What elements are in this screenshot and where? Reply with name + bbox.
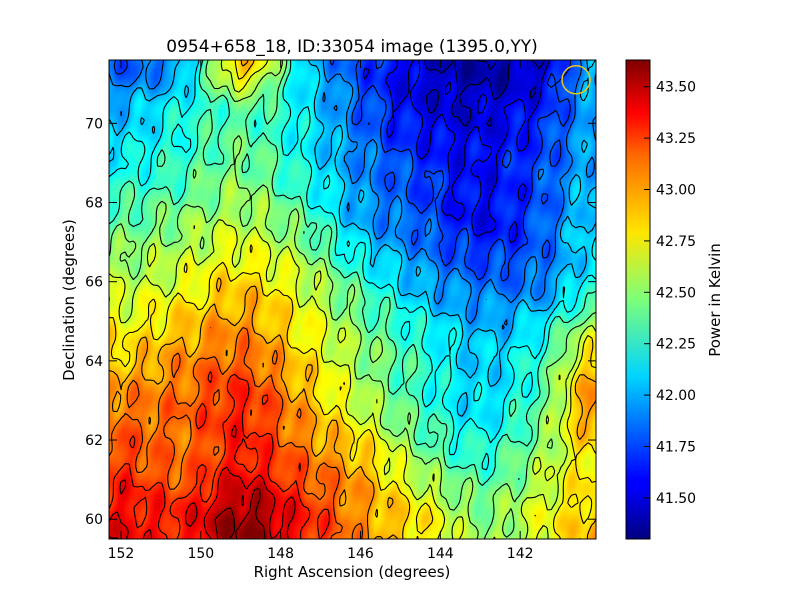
colorbar-tick-label: 41.75 [656, 439, 696, 455]
colorbar-tick-label: 43.00 [656, 183, 696, 199]
y-axis-label: Declination (degrees) [60, 219, 78, 381]
contour-level [109, 60, 596, 539]
colorbar-tick-label: 43.25 [656, 131, 696, 147]
contour-level [109, 60, 596, 486]
colorbar-gradient [625, 59, 651, 540]
y-axis-ticks: 60 62 64 66 68 70 [85, 116, 596, 528]
colorbar-ticks: 41.50 41.75 42.00 42.25 42.50 42.75 43.00 43.25… [644, 80, 696, 507]
x-tick-label: 142 [507, 546, 534, 562]
contour-level [109, 60, 596, 417]
x-tick-label: 150 [187, 546, 214, 562]
x-tick-label: 152 [108, 546, 135, 562]
colorbar-tick-label: 41.50 [656, 491, 696, 507]
x-tick-label: 144 [427, 546, 454, 562]
contour-level [109, 371, 330, 539]
colorbar-tick-label: 42.00 [656, 388, 696, 404]
contour-level [109, 60, 596, 539]
contour-level [109, 326, 363, 539]
contour-level [109, 60, 596, 539]
x-axis-ticks: 152 150 148 146 144 142 [108, 60, 534, 562]
y-tick-label: 70 [85, 116, 103, 132]
contour-level [424, 60, 545, 127]
colorbar-tick-label: 42.75 [656, 234, 696, 250]
colorbar-tick-label: 43.50 [656, 80, 696, 96]
x-tick-label: 146 [347, 546, 374, 562]
colorbar-label: Power in Kelvin [706, 243, 724, 357]
colorbar-tick-label: 42.50 [656, 285, 696, 301]
colorbar-tick-label: 42.25 [656, 337, 696, 353]
x-axis-label: Right Ascension (degrees) [254, 563, 451, 581]
x-tick-label: 148 [267, 546, 294, 562]
y-tick-label: 64 [85, 354, 103, 370]
contour-level [109, 425, 296, 539]
contour-level [109, 60, 596, 539]
contour-level [109, 60, 596, 330]
colorbar: 41.50 41.75 42.00 42.25 42.50 42.75 43.00 43.25… [625, 59, 724, 540]
contour-level [214, 488, 266, 539]
y-tick-label: 62 [85, 433, 103, 449]
contour-level [109, 60, 596, 471]
y-tick-label: 66 [85, 275, 103, 291]
contour-level [113, 60, 571, 282]
y-tick-label: 68 [85, 196, 103, 212]
contour-lines [109, 60, 596, 539]
plot-frame [108, 59, 597, 540]
contour-level [363, 60, 551, 244]
plot-area [109, 60, 596, 539]
beam-marker [561, 65, 591, 95]
chart-title: 0954+658_18, ID:33054 image (1395.0,YY) [166, 37, 538, 57]
y-tick-label: 60 [85, 512, 103, 528]
